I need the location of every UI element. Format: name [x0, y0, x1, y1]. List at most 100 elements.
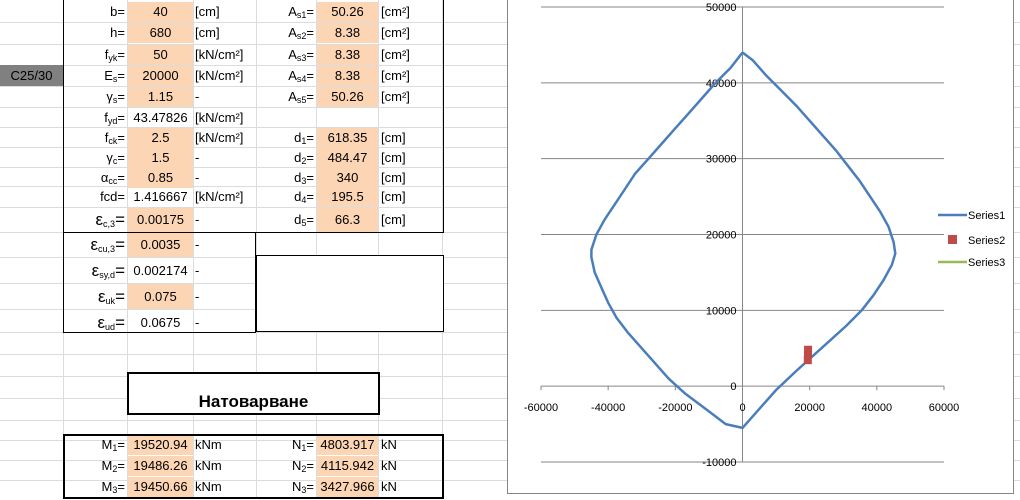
y-tick-label: 50000 [706, 2, 737, 14]
param-unit[interactable]: [cm] [381, 150, 406, 165]
param-unit[interactable]: [cm] [195, 4, 220, 19]
param-label[interactable]: fcd= [100, 189, 125, 204]
param-value[interactable]: 618.35 [317, 128, 378, 148]
param-unit[interactable]: - [195, 150, 200, 165]
name-box[interactable]: C25/30 [0, 65, 63, 86]
param-unit[interactable]: [cm] [381, 189, 406, 204]
param-value[interactable]: 0.00175 [128, 208, 193, 232]
load-label[interactable]: M2= [101, 458, 125, 474]
param-label[interactable]: fyk= [104, 47, 125, 63]
param-value[interactable]: 50.26 [317, 2, 378, 22]
load-value[interactable]: 19450.66 [128, 477, 193, 497]
load-unit[interactable]: kNm [195, 479, 222, 494]
param-label[interactable]: As2= [288, 25, 314, 41]
param-value[interactable]: 1.416667 [133, 189, 188, 204]
x-tick-label: -40000 [591, 402, 625, 414]
param-value[interactable]: 1.5 [128, 148, 193, 168]
param-unit[interactable]: [kN/cm²] [195, 110, 244, 125]
y-tick-label: 0 [730, 381, 736, 393]
param-label[interactable]: d2= [294, 150, 314, 166]
param-label[interactable]: As4= [288, 68, 314, 84]
param-value[interactable]: 8.38 [317, 66, 378, 86]
load-label[interactable]: N2= [292, 458, 314, 474]
param-value[interactable]: 1.15 [128, 87, 193, 107]
load-unit[interactable]: kN [381, 458, 397, 473]
param-unit[interactable]: - [195, 212, 200, 227]
param-unit[interactable]: - [195, 289, 200, 304]
param-label[interactable]: h= [110, 25, 125, 40]
load-value[interactable]: 19486.26 [128, 456, 193, 476]
param-value[interactable]: 2.5 [128, 128, 193, 148]
param-unit[interactable]: [cm²] [381, 25, 410, 40]
param-value[interactable]: 20000 [128, 66, 193, 86]
param-value[interactable]: 0.002174 [133, 263, 188, 278]
param-label[interactable]: fck= [104, 130, 125, 146]
param-unit[interactable]: [cm] [381, 212, 406, 227]
y-tick-label: 30000 [706, 154, 737, 166]
param-unit[interactable]: [cm²] [381, 4, 410, 19]
param-label[interactable]: εud= [97, 313, 125, 332]
param-label[interactable]: As5= [288, 89, 314, 105]
load-value[interactable]: 4803.917 [317, 435, 378, 455]
interaction-diagram-chart[interactable]: 50000 40000 30000 20000 10000 0 -10000 -60000 -4… [507, 0, 1014, 494]
load-label[interactable]: M1= [101, 437, 125, 453]
param-unit[interactable]: - [195, 89, 200, 104]
param-value[interactable]: 66.3 [317, 208, 378, 232]
param-label[interactable]: d5= [294, 212, 314, 228]
param-label[interactable]: εc,3= [95, 210, 125, 229]
param-value[interactable]: 0.85 [128, 168, 193, 188]
param-value[interactable]: 0.0035 [128, 233, 193, 257]
load-label[interactable]: N3= [292, 479, 314, 495]
param-value[interactable]: 43.47826 [133, 110, 188, 125]
param-unit[interactable]: [cm] [381, 130, 406, 145]
param-label[interactable]: b= [110, 4, 125, 19]
param-value[interactable]: 340 [317, 168, 378, 188]
param-value[interactable]: 8.38 [317, 45, 378, 65]
load-value[interactable]: 19520.94 [128, 435, 193, 455]
param-value[interactable]: 40 [128, 2, 193, 22]
param-label[interactable]: As3= [288, 47, 314, 63]
param-unit[interactable]: [cm²] [381, 47, 410, 62]
param-label[interactable]: γs= [106, 89, 125, 105]
load-value[interactable]: 3427.966 [317, 477, 378, 497]
param-unit[interactable]: [kN/cm²] [195, 189, 244, 204]
load-label[interactable]: M3= [101, 479, 125, 495]
param-unit[interactable]: [cm²] [381, 68, 410, 83]
param-value[interactable]: 50.26 [317, 87, 378, 107]
load-unit[interactable]: kN [381, 437, 397, 452]
param-label[interactable]: d4= [294, 189, 314, 205]
param-unit[interactable]: - [195, 315, 200, 330]
param-unit[interactable]: [cm²] [381, 89, 410, 104]
param-label[interactable]: As1= [288, 4, 314, 20]
param-label[interactable]: εuk= [97, 287, 125, 306]
load-unit[interactable]: kN [381, 479, 397, 494]
load-unit[interactable]: kNm [195, 437, 222, 452]
param-label[interactable]: εcu,3= [90, 235, 125, 254]
param-label[interactable]: fyd= [104, 110, 125, 126]
load-label[interactable]: N1= [292, 437, 314, 453]
param-value[interactable]: 195.5 [317, 187, 378, 207]
load-value[interactable]: 4115.942 [317, 456, 378, 476]
param-label[interactable]: Es= [104, 68, 125, 84]
param-unit[interactable]: - [195, 170, 200, 185]
param-value[interactable]: 8.38 [317, 23, 378, 43]
param-value[interactable]: 50 [128, 45, 193, 65]
param-value[interactable]: 0.0675 [140, 315, 181, 330]
param-unit[interactable]: [cm] [381, 170, 406, 185]
param-unit[interactable]: [cm] [195, 25, 220, 40]
param-unit[interactable]: [kN/cm²] [195, 68, 244, 83]
param-unit[interactable]: [kN/cm²] [195, 47, 244, 62]
param-value[interactable]: 484.47 [317, 148, 378, 168]
param-label[interactable]: γc= [106, 150, 125, 166]
param-value[interactable]: 680 [128, 23, 193, 43]
param-label[interactable]: εsy,d= [91, 261, 125, 280]
param-unit[interactable]: - [195, 263, 200, 278]
param-label[interactable]: d3= [294, 170, 314, 186]
param-value[interactable]: 0.075 [128, 284, 193, 309]
section-title-box: Натоварване [127, 372, 380, 415]
param-unit[interactable]: - [195, 237, 200, 252]
param-label[interactable]: αcc= [100, 170, 125, 186]
param-label[interactable]: d1= [294, 130, 314, 146]
load-unit[interactable]: kNm [195, 458, 222, 473]
param-unit[interactable]: [kN/cm²] [195, 130, 244, 145]
